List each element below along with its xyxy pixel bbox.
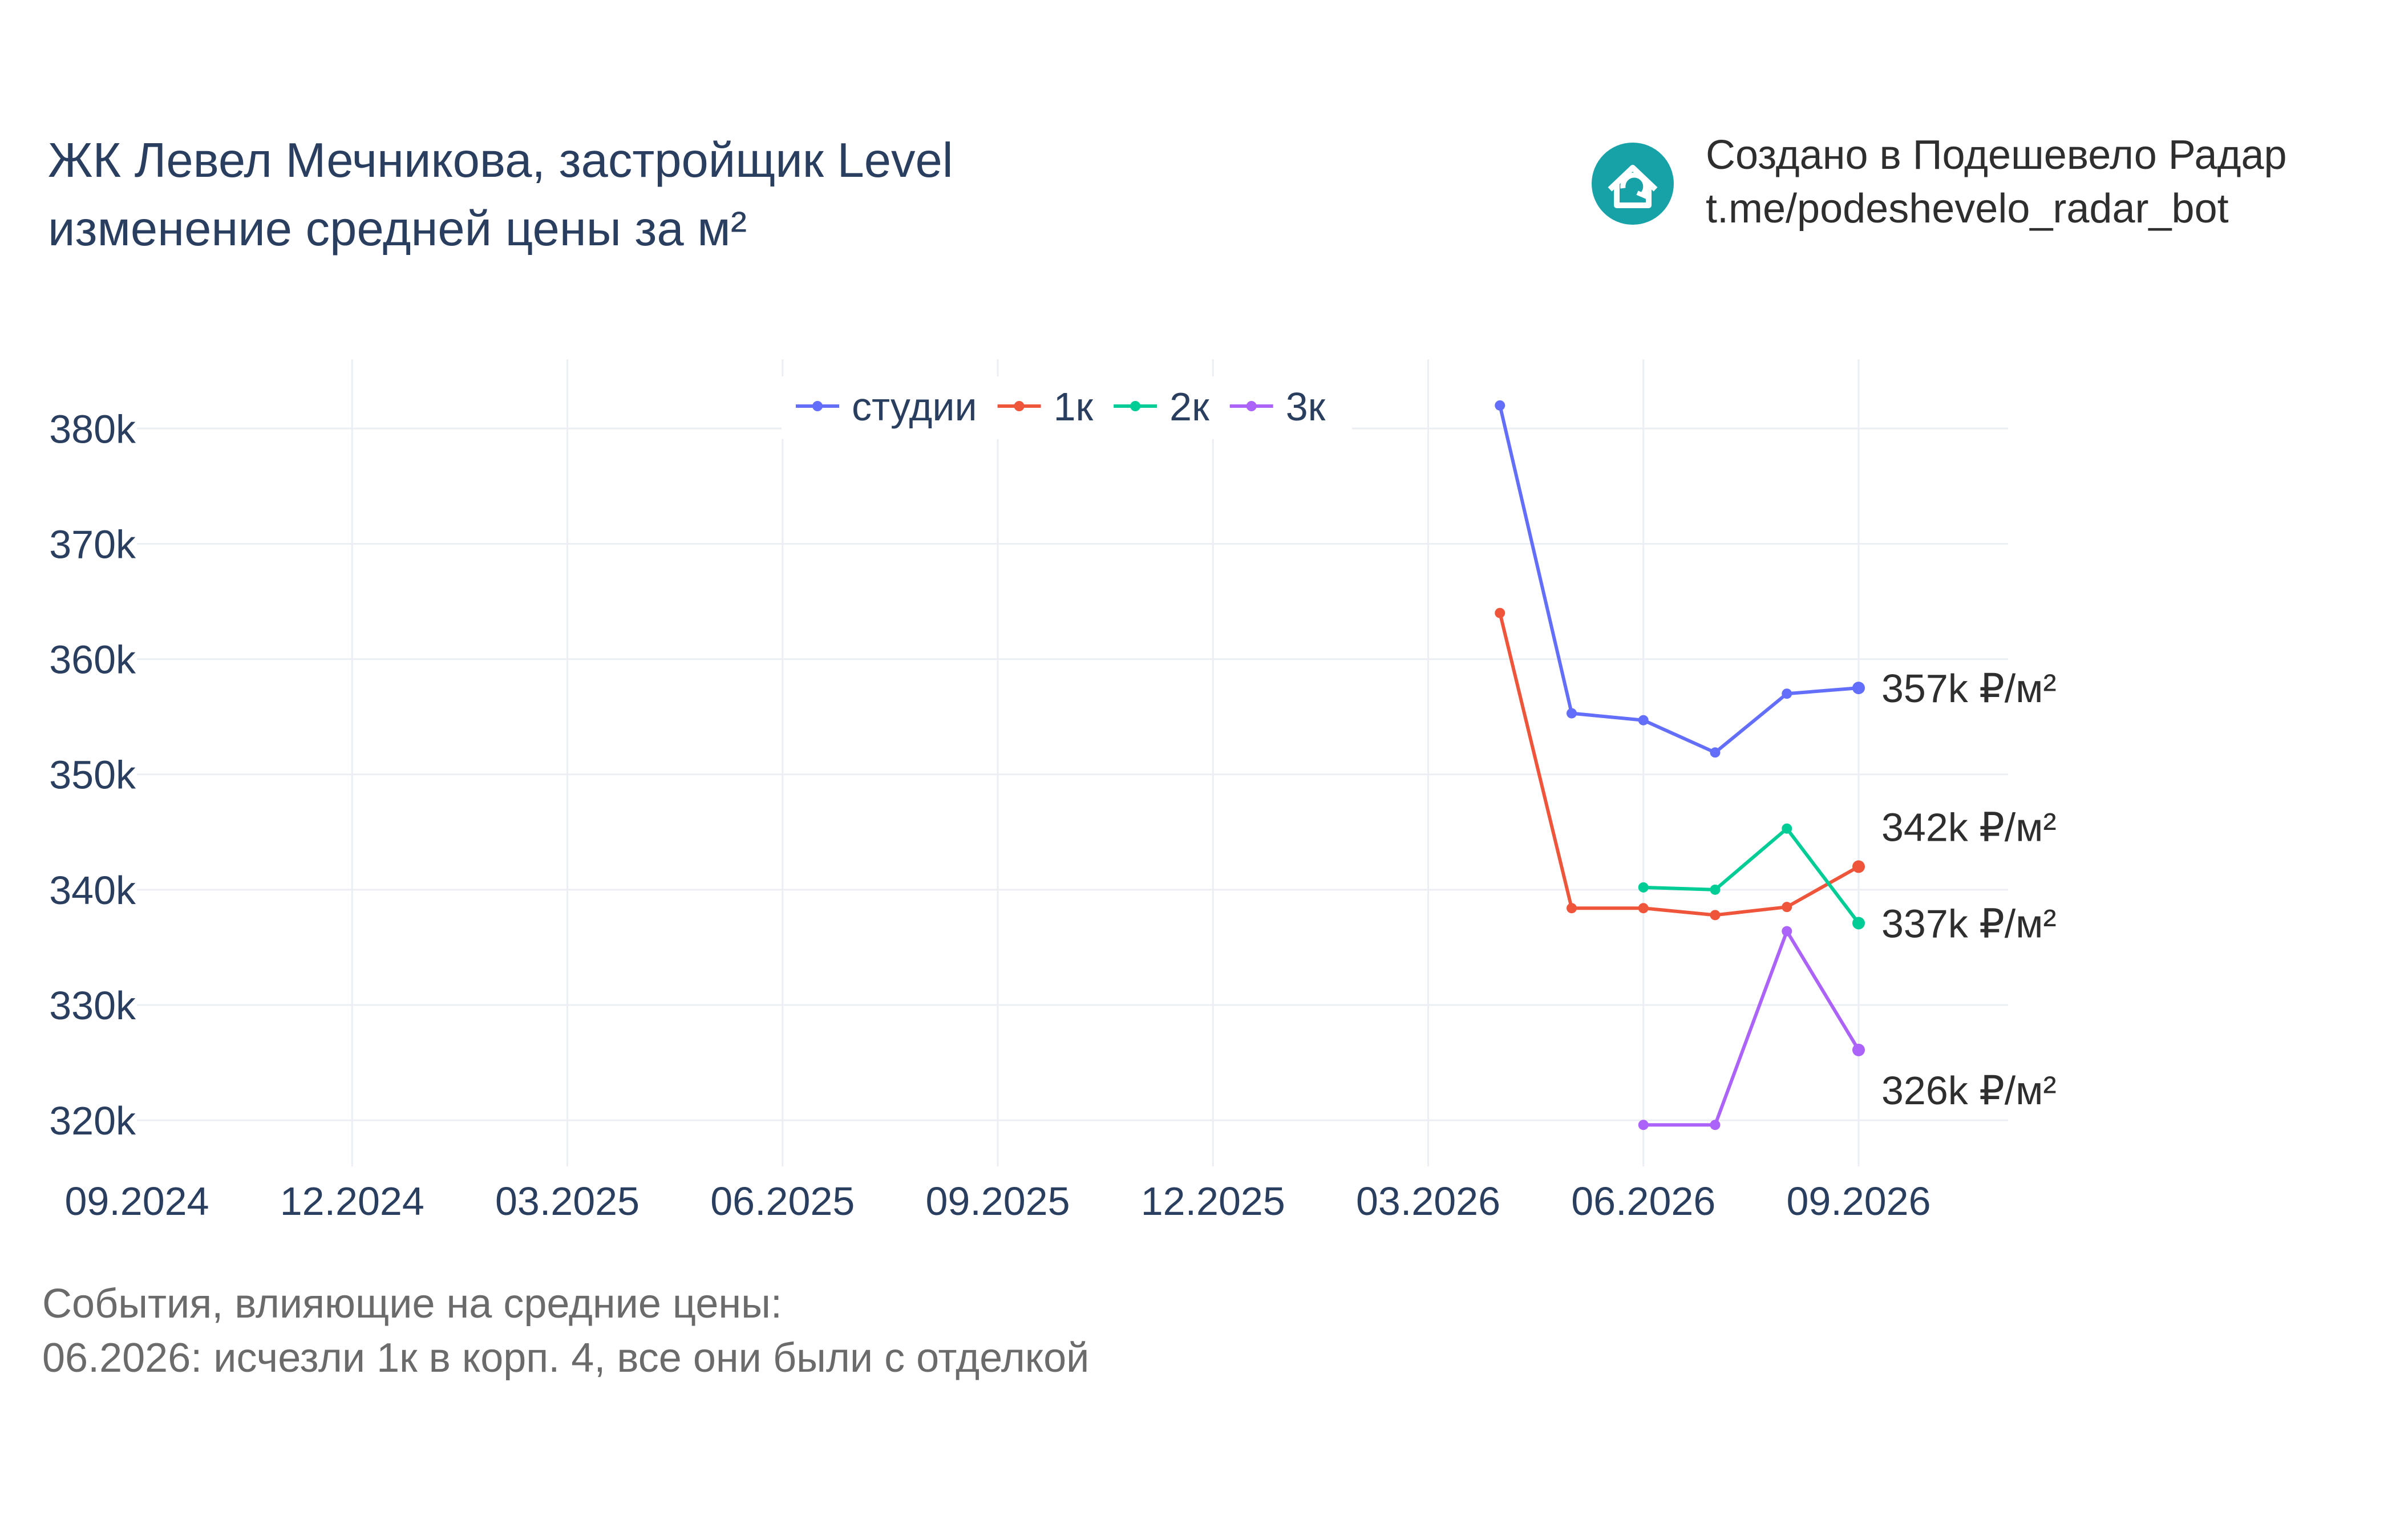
brand-line-2: t.me/podeshevelo_radar_bot (1706, 186, 2229, 232)
data-point (1495, 607, 1505, 618)
end-labels-layer: 357k ₽/м² 342k ₽/м² 337k ₽/м² 326k ₽/м² (1881, 666, 2057, 1113)
series-end-label: 342k ₽/м² (1881, 805, 2057, 849)
x-tick-label: 06.2025 (710, 1179, 855, 1223)
series-end-label: 337k ₽/м² (1881, 901, 2057, 946)
legend-item: 2к (1114, 384, 1209, 429)
data-point (1852, 1043, 1865, 1056)
legend-label: 2к (1169, 384, 1209, 429)
x-tick-label: 03.2025 (495, 1179, 640, 1223)
series-1к (1495, 607, 1865, 921)
x-axis: 09.2024 12.2024 03.2025 06.2025 09.2025 12.20… (64, 1179, 1930, 1223)
legend-label: 1к (1054, 384, 1094, 429)
y-tick-label: 370k (49, 522, 136, 566)
data-point (1567, 903, 1577, 914)
data-point (1638, 715, 1649, 726)
chart-title-line-1: ЖК Левел Мечникова, застройщик Level (48, 133, 953, 188)
series-студии (1495, 400, 1865, 758)
y-tick-label: 330k (49, 983, 136, 1028)
series-line (1498, 405, 1859, 755)
series-line (1643, 826, 1860, 925)
data-point (1852, 682, 1865, 695)
data-point (1852, 860, 1865, 873)
legend-swatch-marker (812, 401, 823, 411)
legend-swatch-marker (1014, 401, 1025, 411)
series-layer (1495, 400, 1865, 1130)
event-item: 06.2026: исчезли 1к в корп. 4, все они б… (42, 1335, 1089, 1381)
chart-title-line-2: изменение средней цены за м² (48, 202, 747, 256)
data-point (1710, 910, 1721, 921)
brand-line-1: Создано в Подешевело Радар (1706, 132, 2287, 178)
data-point (1782, 902, 1792, 913)
legend-item: 1к (997, 384, 1094, 429)
data-point (1710, 1120, 1721, 1130)
legend-swatch-marker (1246, 401, 1257, 411)
series-line (1643, 929, 1860, 1127)
legend-item: 3к (1229, 384, 1326, 429)
y-tick-label: 360k (49, 638, 136, 682)
data-point (1852, 917, 1865, 930)
y-tick-label: 350k (49, 753, 136, 797)
grid-layer (137, 359, 2008, 1166)
x-tick-label: 03.2026 (1356, 1179, 1500, 1223)
data-point (1710, 884, 1721, 895)
x-tick-label: 06.2026 (1571, 1179, 1715, 1223)
brand-logo (1592, 143, 1674, 225)
legend-item: студии (796, 384, 977, 429)
series-2к (1638, 823, 1865, 930)
data-point (1782, 823, 1792, 834)
series-3к (1638, 926, 1865, 1130)
y-axis: 320k 330k 340k 350k 360k 370k 380k (49, 407, 136, 1143)
data-point (1638, 1120, 1649, 1130)
series-end-label: 326k ₽/м² (1881, 1068, 2057, 1113)
data-point (1638, 903, 1649, 914)
y-tick-label: 340k (49, 868, 136, 913)
events-heading: События, влияющие на средние цены: (42, 1281, 782, 1327)
series-end-label: 357k ₽/м² (1881, 666, 2057, 711)
data-point (1638, 882, 1649, 893)
x-tick-label: 09.2025 (925, 1179, 1070, 1223)
legend-label: 3к (1286, 384, 1326, 429)
legend-label: студии (852, 384, 977, 429)
data-point (1567, 708, 1577, 719)
data-point (1782, 688, 1792, 699)
data-point (1710, 747, 1721, 758)
house-refresh-icon (1592, 143, 1674, 225)
legend: студии 1к 2к 3к (782, 376, 1352, 439)
x-tick-label: 12.2025 (1141, 1179, 1285, 1223)
y-tick-label: 380k (49, 407, 136, 451)
data-point (1495, 400, 1505, 411)
y-tick-label: 320k (49, 1099, 136, 1143)
legend-swatch-marker (1130, 401, 1141, 411)
series-line (1498, 613, 1860, 917)
x-tick-label: 09.2026 (1786, 1179, 1930, 1223)
data-point (1782, 926, 1792, 937)
x-tick-label: 09.2024 (64, 1179, 209, 1223)
x-tick-label: 12.2024 (280, 1179, 424, 1223)
